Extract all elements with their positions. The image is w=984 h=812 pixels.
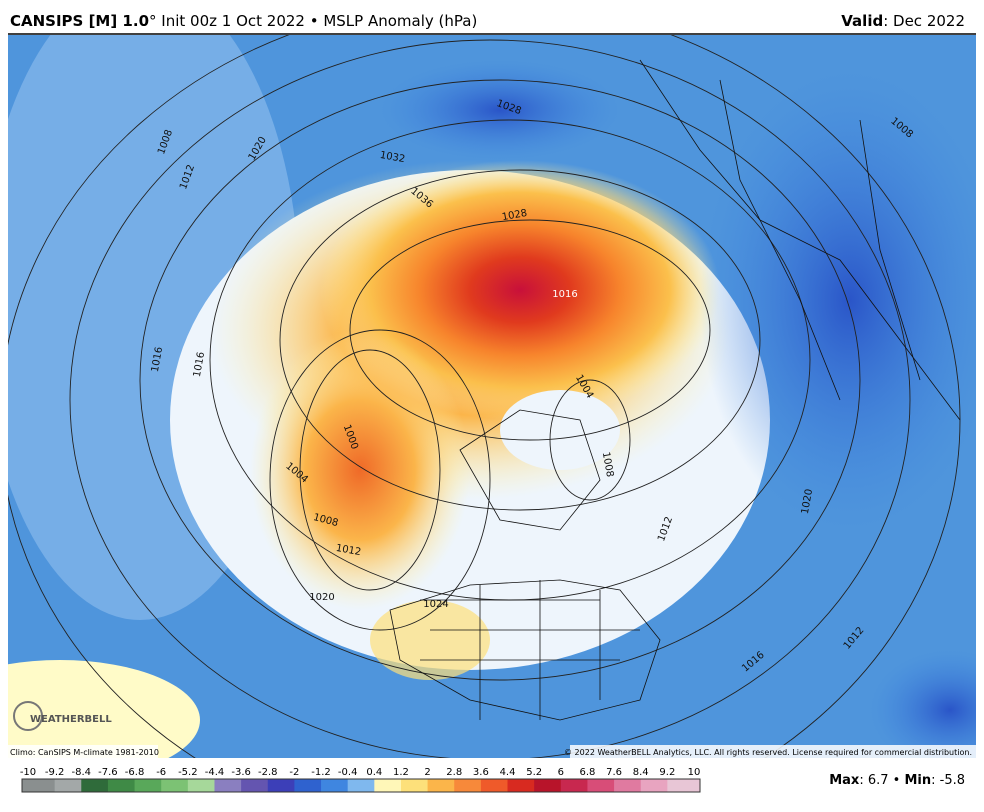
colorbar-edge: [22, 779, 28, 792]
colorbar-swatch: [640, 779, 668, 792]
colorbar-label: 8.4: [633, 767, 649, 778]
valid-value: : Dec 2022: [883, 12, 965, 30]
title-bold: CANSIPS [M] 1.0: [10, 12, 149, 30]
colorbar-label: -7.6: [98, 767, 118, 778]
stats: Max: 6.7 • Min: -5.8: [829, 773, 965, 788]
colorbar-swatch: [214, 779, 242, 792]
stat-part: : 6.7 •: [859, 773, 904, 788]
colorbar-frame: [21, 778, 701, 793]
valid: Valid: Dec 2022: [841, 12, 965, 30]
colorbar-label: -2: [289, 767, 299, 778]
colorbar-label: -2.8: [258, 767, 278, 778]
contour-label: 1024: [423, 599, 448, 610]
colorbar-swatch: [187, 779, 215, 792]
colorbar-label: 10: [688, 767, 701, 778]
colorbar-swatch: [587, 779, 615, 792]
colorbar-swatch: [347, 779, 375, 792]
colorbar-swatch: [480, 779, 509, 792]
colorbar-swatch: [294, 779, 322, 792]
colorbar-label: 9.2: [659, 767, 675, 778]
colorbar-label: -10: [20, 767, 36, 778]
logo-text: WEATHERBELL: [30, 714, 112, 725]
colorbar-label: 0.4: [366, 767, 382, 778]
colorbar-swatch: [374, 779, 402, 792]
contour-label: 1020: [800, 488, 815, 515]
colorbar-swatch: [400, 779, 429, 792]
stat-part: : -5.8: [931, 773, 965, 788]
colorbar-label: -6.8: [125, 767, 145, 778]
stat-part: Max: [829, 773, 860, 788]
colorbar-swatch: [241, 779, 269, 792]
colorbar-swatch: [54, 779, 82, 792]
colorbar-label: 6: [558, 767, 564, 778]
colorbar-label: 2: [424, 767, 430, 778]
colorbar: -10 -9.2 -8.4 -7.6 -6.8 -6 -5.2 -4.4 -3.6 -2.8 -2 -…: [20, 767, 701, 793]
colorbar-swatch: [507, 779, 535, 792]
colorbar-swatch: [134, 779, 162, 792]
colorbar-label: 7.6: [606, 767, 622, 778]
colorbar-label: -5.2: [178, 767, 198, 778]
title-rest: ° Init 00z 1 Oct 2022 • MSLP Anomaly (hP…: [149, 12, 477, 30]
colorbar-swatch: [614, 779, 642, 792]
colorbar-swatch: [161, 779, 189, 792]
climo-box: [8, 745, 158, 758]
contour-label: 1020: [309, 592, 334, 603]
colorbar-label: 1.2: [393, 767, 409, 778]
colorbar-label: -1.2: [311, 767, 331, 778]
title: CANSIPS [M] 1.0° Init 00z 1 Oct 2022 • M…: [10, 12, 477, 30]
colorbar-label: -9.2: [45, 767, 65, 778]
contour-label: 1012: [335, 543, 362, 558]
colorbar-swatch: [267, 779, 295, 792]
colorbar-swatch: [560, 779, 588, 792]
colorbar-label: 6.8: [579, 767, 595, 778]
colorbar-label: -4.4: [205, 767, 225, 778]
colorbar-swatch: [81, 779, 109, 792]
copyright: © 2022 WeatherBELL Analytics, LLC. All r…: [564, 748, 972, 757]
colorbar-swatch: [534, 779, 562, 792]
stat-part: Min: [904, 773, 931, 788]
contour-label: 1016: [552, 289, 577, 300]
colorbar-label: 4.4: [500, 767, 516, 778]
valid-label: Valid: [841, 12, 883, 30]
colorbar-label: -0.4: [338, 767, 358, 778]
colorbar-label: 3.6: [473, 767, 489, 778]
colorbar-swatch: [28, 779, 56, 792]
colorbar-swatch: [321, 779, 349, 792]
logo: WEATHERBELL: [13, 701, 112, 731]
copyright-box: [570, 745, 976, 758]
colorbar-edge: [694, 779, 700, 792]
climo: Climo: CanSIPS M-climate 1981-2010: [10, 748, 159, 757]
colorbar-swatch: [454, 779, 482, 792]
contour-label: 1028: [501, 208, 528, 223]
colorbar-label: -8.4: [72, 767, 92, 778]
contour-label: 1016: [150, 346, 165, 373]
colorbar-label: 5.2: [526, 767, 542, 778]
contour-label: 1008: [600, 451, 615, 478]
colorbar-label: -6: [156, 767, 166, 778]
colorbar-label: -3.6: [231, 767, 251, 778]
colorbar-swatch: [107, 779, 136, 792]
contour-label: 1032: [379, 150, 406, 165]
colorbar-label: 2.8: [446, 767, 462, 778]
contour-label: 1016: [192, 351, 207, 378]
colorbar-swatch: [427, 779, 455, 792]
colorbar-swatch: [667, 779, 695, 792]
